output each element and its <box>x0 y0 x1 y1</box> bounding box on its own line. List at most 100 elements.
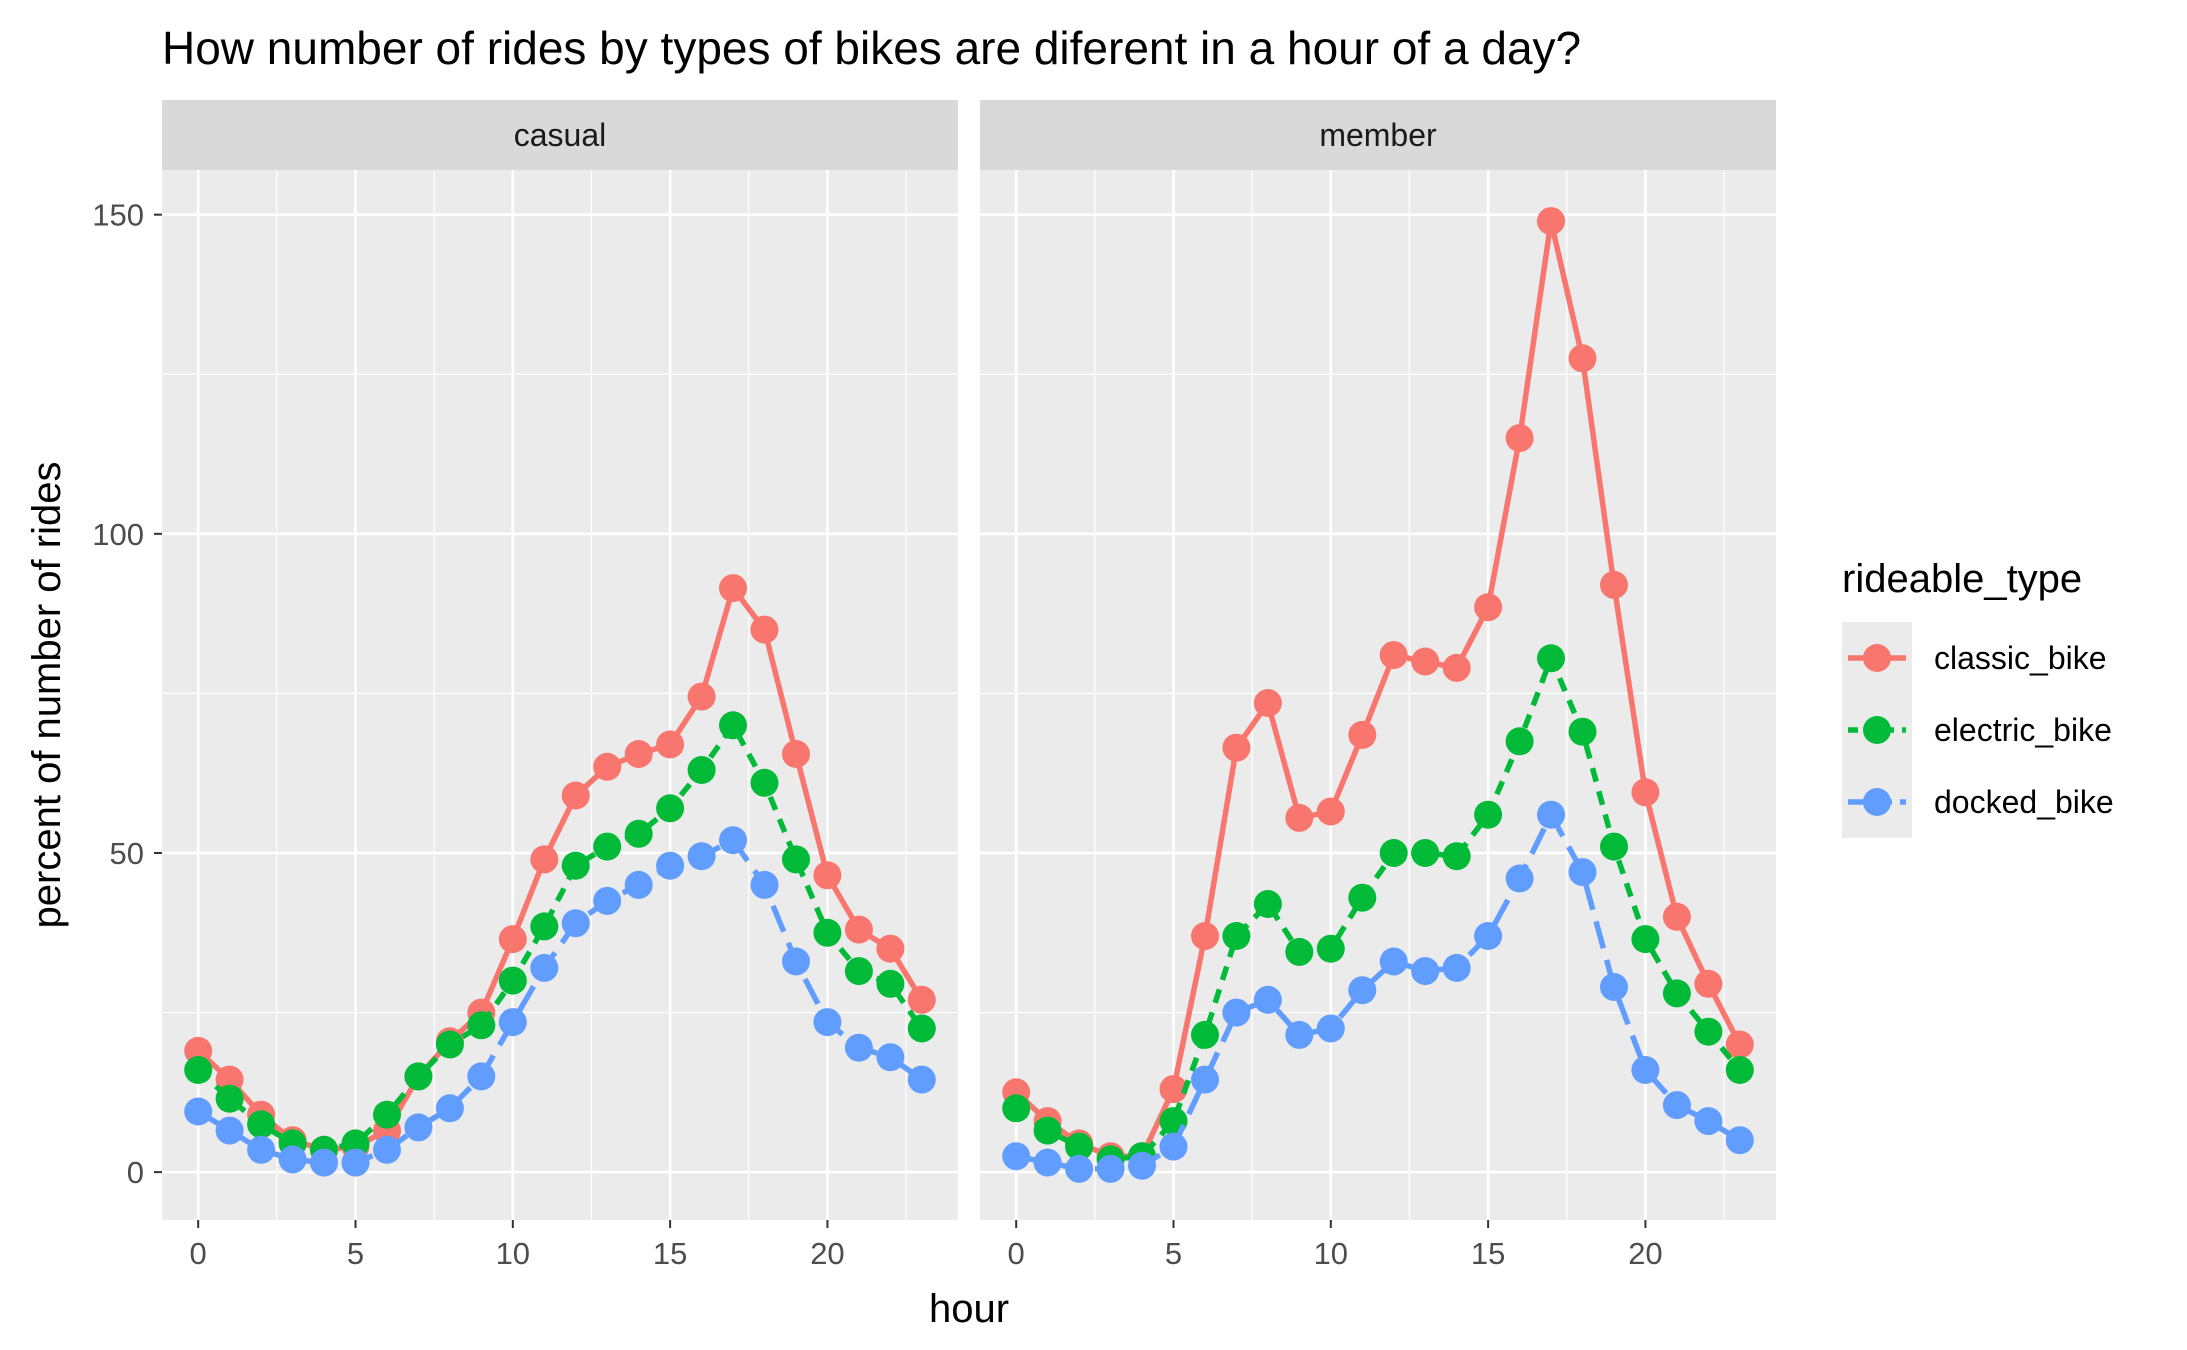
y-tick-label: 50 <box>110 836 144 871</box>
data-point-electric_bike <box>1631 925 1660 954</box>
data-point-electric_bike <box>1379 839 1408 867</box>
data-point-electric_bike <box>687 756 716 784</box>
series-electric_bike <box>184 711 936 1164</box>
data-point-docked_bike <box>687 842 716 871</box>
data-point-electric_bike <box>215 1084 244 1113</box>
facet-strip <box>162 100 958 170</box>
data-point-classic_bike <box>498 925 527 954</box>
data-point-docked_bike <box>1285 1020 1314 1049</box>
x-tick-label: 10 <box>496 1236 530 1271</box>
data-point-electric_bike <box>1411 839 1440 867</box>
data-point-docked_bike <box>1694 1107 1723 1136</box>
data-point-docked_bike <box>876 1043 905 1072</box>
facet-strip-label: member <box>1319 117 1437 153</box>
data-point-electric_bike <box>1348 883 1377 912</box>
x-tick-label: 20 <box>810 1236 844 1271</box>
data-point-docked_bike <box>215 1116 244 1145</box>
data-point-electric_bike <box>907 1014 936 1043</box>
data-point-classic_bike <box>782 740 810 768</box>
y-tick-label: 100 <box>92 517 144 552</box>
data-point-classic_bike <box>1631 778 1660 807</box>
data-point-docked_bike <box>1159 1132 1188 1161</box>
data-point-docked_bike <box>467 1062 496 1091</box>
x-tick-label: 0 <box>190 1236 207 1271</box>
data-point-docked_bike <box>1316 1014 1345 1043</box>
data-point-electric_bike <box>1033 1116 1062 1145</box>
data-point-classic_bike <box>719 574 747 603</box>
data-point-docked_bike <box>1537 800 1565 829</box>
data-point-electric_bike <box>1222 922 1251 950</box>
data-point-classic_bike <box>1379 641 1408 670</box>
data-point-electric_bike <box>373 1100 401 1129</box>
data-point-electric_bike <box>1285 937 1314 966</box>
data-point-docked_bike <box>1411 957 1440 986</box>
data-point-classic_bike <box>907 985 936 1014</box>
data-point-electric_bike <box>844 957 873 986</box>
data-point-classic_bike <box>1568 344 1597 373</box>
data-point-docked_bike <box>435 1094 464 1123</box>
data-point-docked_bike <box>404 1113 433 1142</box>
data-point-electric_bike <box>593 832 622 861</box>
data-point-electric_bike <box>561 851 590 880</box>
data-point-classic_bike <box>1316 797 1345 826</box>
x-axis-title: hour <box>929 1287 1009 1331</box>
data-point-docked_bike <box>278 1145 307 1174</box>
data-point-docked_bike <box>1348 976 1377 1005</box>
data-point-docked_bike <box>530 953 559 982</box>
chart-title: How number of rides by types of bikes ar… <box>162 22 1581 74</box>
data-point-classic_bike <box>813 861 842 890</box>
data-point-electric_bike <box>467 1011 496 1040</box>
data-point-classic_bike <box>750 615 779 644</box>
data-point-classic_bike <box>1159 1075 1188 1104</box>
legend-label: electric_bike <box>1934 712 2112 748</box>
data-point-electric_bike <box>1442 842 1471 871</box>
data-point-electric_bike <box>184 1056 213 1084</box>
data-point-docked_bike <box>561 909 590 938</box>
data-point-classic_bike <box>530 845 559 874</box>
data-point-docked_bike <box>310 1148 338 1177</box>
legend-entry-docked_bike: docked_bike <box>1842 766 2114 838</box>
legend-key-point <box>1863 644 1891 672</box>
data-point-electric_bike <box>1253 890 1282 918</box>
data-point-electric_bike <box>1316 934 1345 963</box>
series-docked_bike <box>184 826 936 1177</box>
data-point-docked_bike <box>247 1135 276 1164</box>
data-point-classic_bike <box>1222 733 1251 762</box>
plot-panel-background <box>162 170 958 1220</box>
data-point-docked_bike <box>1725 1126 1754 1155</box>
data-point-classic_bike <box>1253 689 1282 717</box>
data-point-electric_bike <box>498 966 527 995</box>
data-point-electric_bike <box>1662 979 1691 1008</box>
data-point-docked_bike <box>907 1065 936 1094</box>
data-point-docked_bike <box>1600 973 1628 1001</box>
data-point-docked_bike <box>1442 953 1471 982</box>
data-point-classic_bike <box>1694 969 1723 998</box>
data-point-docked_bike <box>1253 985 1282 1014</box>
data-point-docked_bike <box>1002 1142 1031 1171</box>
data-point-docked_bike <box>1222 998 1251 1027</box>
data-point-docked_bike <box>498 1008 527 1037</box>
data-point-classic_bike <box>1725 1030 1754 1059</box>
data-point-docked_bike <box>844 1033 873 1062</box>
facet-strip-label: casual <box>514 117 607 153</box>
y-axis-title: percent of number of rides <box>25 462 69 929</box>
legend-title: rideable_type <box>1842 557 2082 601</box>
data-point-classic_bike <box>624 740 653 768</box>
data-point-classic_bike <box>1662 902 1691 931</box>
x-tick-label: 0 <box>1008 1236 1025 1271</box>
data-point-electric_bike <box>1537 644 1565 673</box>
data-point-docked_bike <box>184 1097 213 1126</box>
data-point-electric_bike <box>1002 1094 1031 1123</box>
data-point-docked_bike <box>373 1135 401 1164</box>
data-point-classic_bike <box>593 752 622 781</box>
data-point-classic_bike <box>656 730 685 759</box>
data-point-docked_bike <box>1662 1091 1691 1120</box>
data-point-docked_bike <box>656 851 685 880</box>
data-point-classic_bike <box>1474 593 1503 622</box>
data-point-docked_bike <box>1065 1154 1094 1183</box>
data-point-electric_bike <box>1505 727 1534 756</box>
legend-entry-electric_bike: electric_bike <box>1842 694 2112 766</box>
data-point-electric_bike <box>1725 1056 1754 1084</box>
data-point-electric_bike <box>1600 832 1628 861</box>
